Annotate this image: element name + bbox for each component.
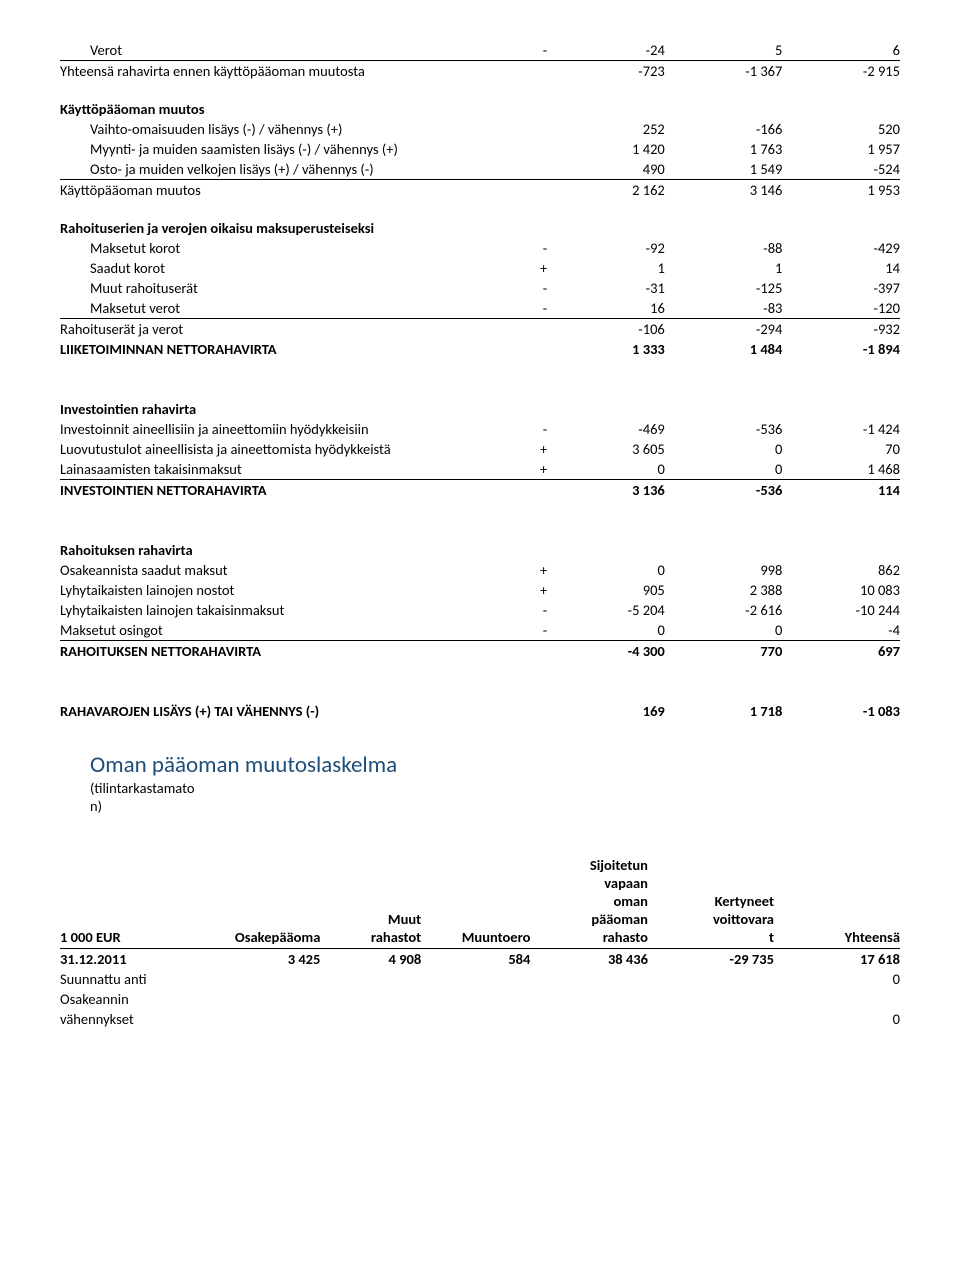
table-row: Käyttöpääoman muutos2 1623 1461 953 <box>60 180 900 201</box>
table-row: Osto- ja muiden velkojen lisäys (+) / vä… <box>60 159 900 180</box>
t2-h3: Muuntoero <box>421 855 530 947</box>
table-row: Käyttöpääoman muutos <box>60 99 900 119</box>
table-row: Maksetut osingot-00-4 <box>60 620 900 641</box>
table-row: RAHOITUKSEN NETTORAHAVIRTA-4 300770697 <box>60 641 900 662</box>
table-row: Yhteensä rahavirta ennen käyttöpääoman m… <box>60 61 900 82</box>
table-row: Investoinnit aineellisiin ja aineettomii… <box>60 419 900 439</box>
table-row: Vaihto-omaisuuden lisäys (-) / vähennys … <box>60 119 900 139</box>
t2-h6: Yhteensä <box>774 855 900 947</box>
equity-table: 1 000 EUR Osakepääoma Muutrahastot Muunt… <box>60 855 900 1029</box>
table-row: vähennykset0 <box>60 1009 900 1029</box>
equity-heading: Oman pääoman muutoslaskelma <box>90 751 900 779</box>
table-row: Luovutustulot aineellisista ja aineettom… <box>60 439 900 459</box>
t2-h4: Sijoitetunvapaanomanpääomanrahasto <box>530 855 648 947</box>
cashflow-table: Verot--2456Yhteensä rahavirta ennen käyt… <box>60 40 900 721</box>
table-row: Maksetut korot--92-88-429 <box>60 238 900 258</box>
table-row: Investointien rahavirta <box>60 399 900 419</box>
table-row: Lyhytaikaisten lainojen nostot+9052 3881… <box>60 580 900 600</box>
table-row: Rahoituksen rahavirta <box>60 540 900 560</box>
table-row: LIIKETOIMINNAN NETTORAHAVIRTA1 3331 484-… <box>60 339 900 359</box>
table-row: Osakeannin <box>60 989 900 1009</box>
t2-h5: Kertyneetvoittovarat <box>648 855 774 947</box>
table-row: Osakeannista saadut maksut+0998862 <box>60 560 900 580</box>
t2-h1: Osakepääoma <box>194 855 320 947</box>
table-row: 31.12.20113 4254 90858438 436-29 73517 6… <box>60 948 900 969</box>
table-row: INVESTOINTIEN NETTORAHAVIRTA3 136-536114 <box>60 480 900 501</box>
table-row: Maksetut verot-16-83-120 <box>60 298 900 319</box>
table-row: Saadut korot+1114 <box>60 258 900 278</box>
equity-subheading: (tilintarkastamato n) <box>90 779 900 815</box>
table-row: Myynti- ja muiden saamisten lisäys (-) /… <box>60 139 900 159</box>
t2-h2: Muutrahastot <box>320 855 421 947</box>
table-row: Suunnattu anti0 <box>60 969 900 989</box>
table-row: Rahoituserien ja verojen oikaisu maksupe… <box>60 218 900 238</box>
table-row: Lyhytaikaisten lainojen takaisinmaksut--… <box>60 600 900 620</box>
t2-h0: 1 000 EUR <box>60 855 194 947</box>
table-row: Lainasaamisten takaisinmaksut+001 468 <box>60 459 900 480</box>
table-row: Verot--2456 <box>60 40 900 61</box>
table-row: Rahoituserät ja verot-106-294-932 <box>60 319 900 340</box>
table-row: RAHAVAROJEN LISÄYS (+) TAI VÄHENNYS (-)1… <box>60 701 900 721</box>
table-row: Muut rahoituserät--31-125-397 <box>60 278 900 298</box>
